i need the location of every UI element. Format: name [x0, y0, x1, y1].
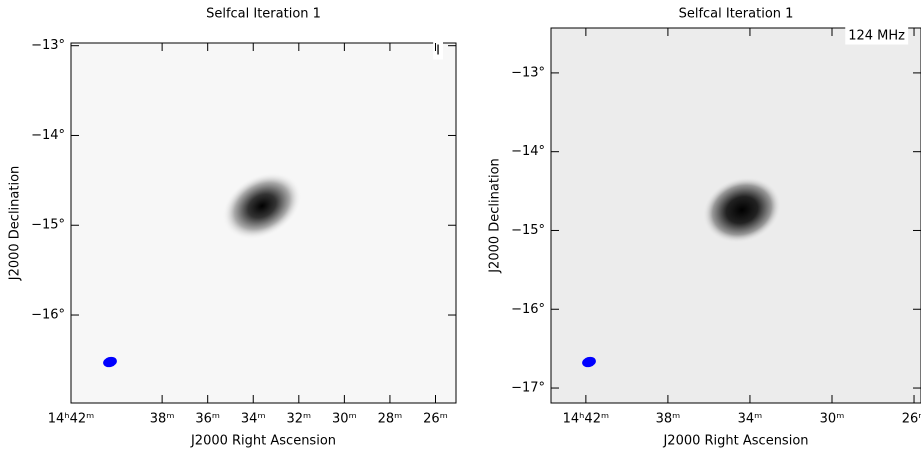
x-tick-label: 36ᵐ — [195, 412, 220, 427]
y-tick-label: −15° — [511, 223, 545, 238]
y-tick-label: −14° — [31, 128, 65, 143]
annotation: I — [436, 44, 440, 59]
x-tick-label: 26ᵐ — [902, 412, 921, 427]
x-tick-label: 14ʰ42ᵐ — [48, 412, 94, 427]
y-tick-label: −17° — [511, 381, 545, 396]
x-tick-label: 26ᵐ — [423, 412, 448, 427]
x-tick-label: 34ᵐ — [738, 412, 763, 427]
x-tick-label: 32ᵐ — [286, 412, 311, 427]
y-axis-label: J2000 Declination — [8, 166, 23, 282]
frame — [550, 27, 921, 404]
y-tick-label: −14° — [511, 144, 545, 159]
x-tick-label: 30ᵐ — [332, 412, 357, 427]
y-axis-label: J2000 Declination — [488, 158, 503, 274]
beam — [582, 356, 596, 368]
y-tick-label: −16° — [511, 302, 545, 317]
y-tick-label: −13° — [511, 65, 545, 80]
source-emission — [222, 172, 302, 240]
x-tick-label: 14ʰ42ᵐ — [563, 412, 609, 427]
x-tick-label: 28ᵐ — [378, 412, 403, 427]
y-tick-label: −13° — [31, 38, 65, 53]
x-axis-label: J2000 Right Ascension — [662, 434, 808, 449]
x-axis-label: J2000 Right Ascension — [190, 434, 336, 449]
source-emission — [702, 176, 782, 244]
x-tick-label: 38ᵐ — [656, 412, 681, 427]
annotation: 124 MHz — [848, 29, 905, 44]
annotation-background — [845, 27, 909, 45]
y-tick-label: −15° — [31, 218, 65, 233]
x-tick-label: 38ᵐ — [150, 412, 175, 427]
plot-title: Selfcal Iteration 1 — [679, 7, 794, 22]
beam — [103, 356, 117, 368]
y-tick-label: −16° — [31, 308, 65, 323]
frame — [70, 42, 457, 404]
annotation-background — [433, 42, 443, 60]
plot-title: Selfcal Iteration 1 — [206, 7, 321, 22]
x-tick-label: 34ᵐ — [241, 412, 266, 427]
x-tick-label: 30ᵐ — [820, 412, 845, 427]
